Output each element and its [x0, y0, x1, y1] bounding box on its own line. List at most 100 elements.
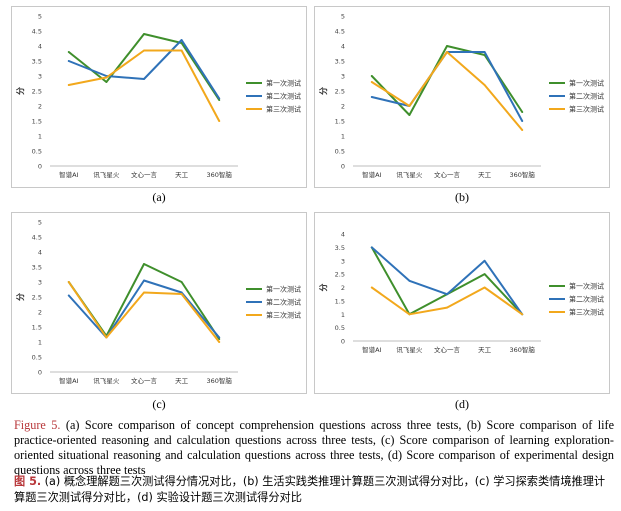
legend-label: 第三次测试: [569, 308, 604, 317]
y-tick-label: 1.5: [32, 324, 42, 332]
y-tick-label: 2: [38, 309, 42, 317]
y-tick-label: 1: [341, 311, 345, 319]
x-tick-label: 天工: [478, 171, 492, 179]
data-point: [180, 293, 183, 295]
caption-english: Figure 5. (a) Score comparison of concep…: [14, 418, 614, 478]
caption-english-text: (a) Score comparison of concept comprehe…: [14, 418, 614, 477]
data-point: [446, 306, 448, 309]
data-point: [483, 259, 486, 262]
y-tick-label: 3.5: [32, 58, 42, 66]
chart-a-label: (a): [152, 190, 166, 204]
data-point: [143, 78, 145, 80]
x-tick-label: 天工: [175, 377, 189, 385]
data-point: [180, 42, 183, 44]
data-point: [67, 84, 70, 86]
chart-panel-d: 0 0.5 1 1.5 2 2.5 3 3.5 4 分智谱AI 讯飞星火 文心一言 天工 360智脑 第一次…: [314, 212, 610, 394]
x-tick-label: 讯飞星火: [396, 346, 423, 354]
data-point: [370, 286, 373, 289]
data-point: [483, 273, 486, 276]
series-line-2: [370, 51, 524, 122]
series-line-3: [67, 49, 221, 122]
y-tick-label: 1.5: [335, 297, 345, 305]
data-point: [105, 76, 108, 79]
data-point: [483, 84, 486, 86]
chart-panel-a: 0 0.5 1 1.5 2 2.5 3 3.5 4 4.5 5 分智谱AI 讯飞星火 文心一言 天工 360智…: [11, 6, 307, 188]
y-tick-label: 0.5: [335, 148, 345, 156]
data-point: [408, 279, 411, 282]
data-point: [143, 279, 145, 282]
data-point: [521, 120, 524, 122]
data-point: [67, 294, 70, 297]
x-tick-label: 讯飞星火: [93, 377, 120, 385]
x-tick-label: 360智脑: [206, 170, 232, 179]
legend-label: 第一次测试: [266, 285, 301, 294]
legend-label: 第三次测试: [569, 105, 604, 114]
data-point: [446, 293, 448, 296]
series-line-1: [67, 263, 221, 340]
caption-chinese: 图 5. (a) 概念理解题三次测试得分情况对比，(b) 生活实践类推理计算题三…: [14, 474, 614, 506]
data-point: [67, 281, 70, 283]
x-tick-label: 文心一言: [434, 345, 461, 354]
y-tick-label: 4: [38, 43, 42, 51]
data-point: [370, 75, 373, 77]
y-tick-label: 2: [38, 103, 42, 111]
y-tick-label: 1: [38, 339, 42, 347]
data-point: [143, 33, 145, 35]
legend-label: 第二次测试: [569, 92, 604, 101]
data-point: [483, 51, 486, 53]
x-tick-label: 360智脑: [509, 345, 535, 354]
y-axis-label: 分: [318, 87, 328, 95]
series-line-3: [370, 51, 524, 131]
x-tick-label: 智谱AI: [59, 376, 78, 385]
y-tick-label: 1: [341, 133, 345, 141]
y-tick-label: 0: [341, 163, 345, 171]
y-tick-label: 2: [341, 103, 345, 111]
y-tick-label: 5: [38, 13, 42, 21]
y-tick-label: 2.5: [335, 271, 345, 279]
y-tick-label: 1.5: [335, 118, 345, 126]
y-tick-label: 2.5: [32, 294, 42, 302]
legend-label: 第二次测试: [266, 92, 301, 101]
series-line-3: [67, 281, 221, 343]
data-point: [180, 39, 183, 41]
data-point: [446, 45, 448, 47]
data-point: [180, 281, 183, 283]
caption-chinese-text: (a) 概念理解题三次测试得分情况对比，(b) 生活实践类推理计算题三次测试得分…: [14, 475, 606, 504]
data-point: [143, 49, 145, 52]
chart-d-label: (d): [455, 397, 469, 411]
legend-label: 第一次测试: [569, 282, 604, 291]
data-point: [218, 97, 221, 100]
legend-label: 第二次测试: [569, 295, 604, 304]
y-tick-label: 3: [341, 257, 345, 265]
x-tick-label: 360智脑: [206, 376, 232, 385]
data-point: [180, 291, 183, 294]
y-tick-label: 0: [38, 163, 42, 171]
x-tick-label: 讯飞星火: [396, 171, 423, 179]
data-point: [521, 313, 524, 316]
legend-label: 第二次测试: [266, 298, 301, 307]
x-tick-label: 天工: [478, 346, 492, 354]
caption-chinese-label: 图 5.: [14, 475, 42, 488]
data-point: [446, 51, 448, 53]
data-point: [408, 105, 411, 107]
y-tick-label: 5: [341, 13, 345, 21]
legend-label: 第一次测试: [569, 79, 604, 88]
data-point: [408, 313, 411, 316]
data-point: [218, 338, 221, 340]
data-point: [218, 120, 221, 122]
y-tick-label: 4.5: [32, 28, 42, 36]
y-tick-label: 3.5: [335, 58, 345, 66]
data-point: [143, 291, 145, 294]
y-tick-label: 3.5: [335, 244, 345, 252]
x-tick-label: 智谱AI: [362, 170, 381, 179]
y-tick-label: 0: [341, 338, 345, 346]
series-line-2: [67, 279, 221, 339]
data-point: [180, 49, 183, 52]
legend-label: 第三次测试: [266, 311, 301, 320]
y-tick-label: 0: [38, 369, 42, 377]
y-tick-label: 0.5: [32, 354, 42, 362]
y-tick-label: 3: [341, 73, 345, 81]
y-tick-label: 2.5: [335, 88, 345, 96]
